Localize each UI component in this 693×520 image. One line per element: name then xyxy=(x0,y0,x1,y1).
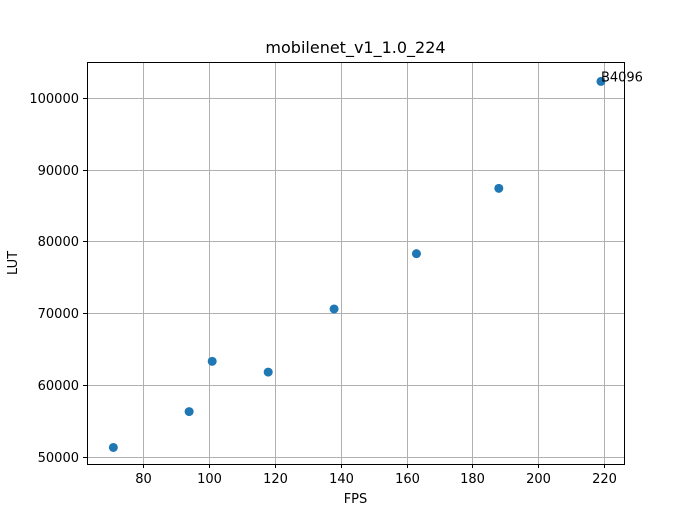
y-tick-label: 90000 xyxy=(38,164,79,179)
data-point xyxy=(263,367,273,377)
chart-title: mobilenet_v1_1.0_224 xyxy=(265,38,445,58)
x-tick-label: 160 xyxy=(395,472,420,487)
y-axis-label: LUT xyxy=(6,251,21,275)
y-tick-label: 60000 xyxy=(38,379,79,394)
x-tick-label: 180 xyxy=(460,472,485,487)
x-axis-label: FPS xyxy=(344,492,368,507)
x-tick-label: 100 xyxy=(197,472,222,487)
x-tick-label: 80 xyxy=(135,472,152,487)
data-point xyxy=(108,442,118,452)
point-annotation: B4096 xyxy=(601,70,643,85)
data-point xyxy=(184,407,194,417)
data-point xyxy=(596,76,606,86)
y-tick-label: 80000 xyxy=(38,235,79,250)
data-point xyxy=(207,356,217,366)
axis-ticks: 80 100 120 140 160 180 200 220 50000 60000 70000 80… xyxy=(29,92,617,487)
data-points xyxy=(108,76,606,452)
x-tick-label: 200 xyxy=(526,472,551,487)
y-tick-label: 50000 xyxy=(38,451,79,466)
x-tick-label: 220 xyxy=(592,472,617,487)
x-tick-label: 120 xyxy=(263,472,288,487)
grid xyxy=(87,62,624,464)
x-tick-label: 140 xyxy=(329,472,354,487)
y-tick-label: 70000 xyxy=(38,307,79,322)
y-tick-label: 100000 xyxy=(29,92,79,107)
data-point xyxy=(494,183,504,193)
plot-frame xyxy=(87,62,625,465)
annotations: B4096 xyxy=(601,70,643,85)
data-point xyxy=(411,249,421,259)
data-point xyxy=(329,304,339,314)
